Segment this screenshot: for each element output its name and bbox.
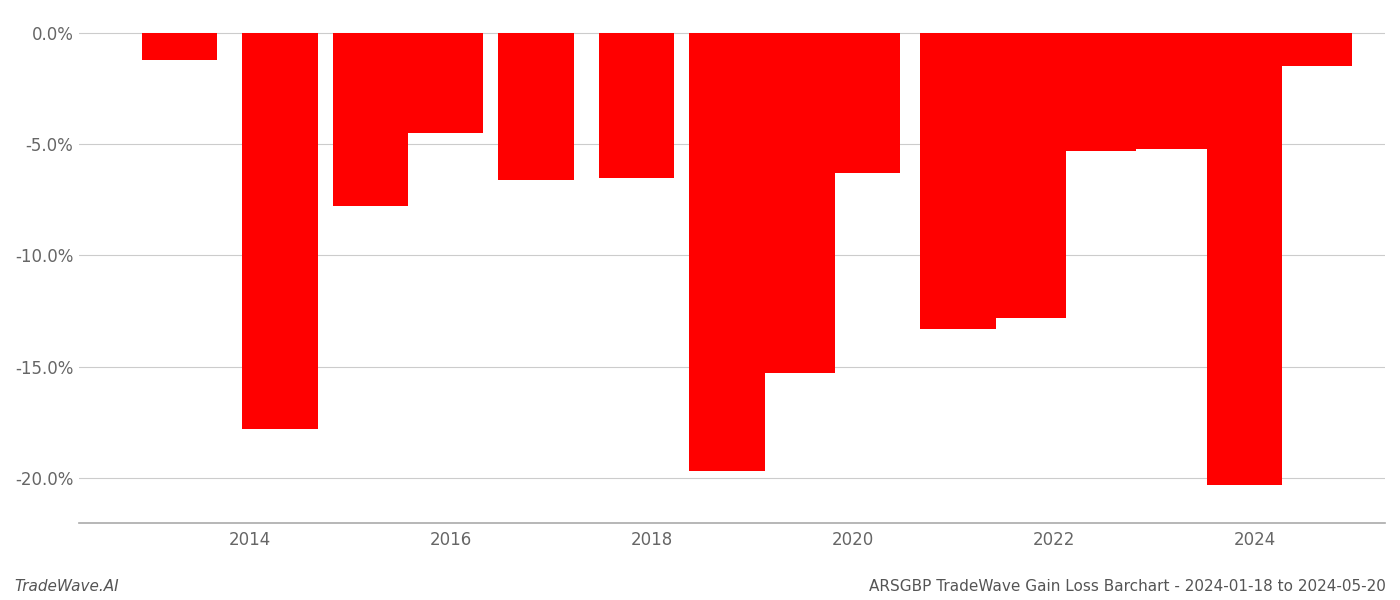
Bar <box>689 33 764 472</box>
Bar <box>141 33 217 59</box>
Text: ARSGBP TradeWave Gain Loss Barchart - 2024-01-18 to 2024-05-20: ARSGBP TradeWave Gain Loss Barchart - 20… <box>869 579 1386 594</box>
Bar <box>498 33 574 180</box>
Bar <box>825 33 900 173</box>
Bar <box>1137 33 1211 149</box>
Bar <box>920 33 995 329</box>
Bar <box>407 33 483 133</box>
Bar <box>599 33 675 178</box>
Bar <box>1277 33 1352 66</box>
Bar <box>991 33 1065 318</box>
Bar <box>333 33 407 206</box>
Bar <box>1207 33 1282 485</box>
Bar <box>1061 33 1137 151</box>
Bar <box>242 33 318 429</box>
Text: TradeWave.AI: TradeWave.AI <box>14 579 119 594</box>
Bar <box>760 33 834 373</box>
